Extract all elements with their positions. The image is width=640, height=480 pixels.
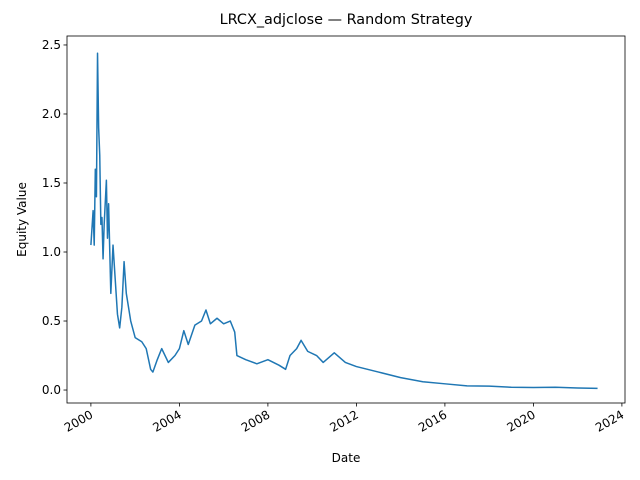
- x-tick-label: 2012: [327, 407, 360, 434]
- x-tick-label: 2008: [239, 407, 272, 434]
- x-tick-label: 2000: [62, 407, 95, 434]
- x-tick-label: 2016: [416, 407, 449, 434]
- x-tick-label: 2024: [593, 407, 626, 434]
- axes-frame: [66, 35, 626, 404]
- y-tick-label: 1.0: [42, 245, 61, 259]
- x-tick-label: 2020: [504, 407, 537, 434]
- y-tick-label: 0.5: [42, 314, 61, 328]
- x-axis-label: Date: [332, 451, 361, 465]
- y-tick-label: 2.5: [42, 38, 61, 52]
- equity-line: [90, 52, 598, 390]
- chart-title: LRCX_adjclose — Random Strategy: [220, 12, 473, 28]
- y-axis-label: Equity Value: [15, 182, 29, 257]
- x-tick-label: 2004: [150, 407, 183, 434]
- y-tick-label: 0.0: [42, 383, 61, 397]
- y-tick-label: 1.5: [42, 176, 61, 190]
- y-tick-label: 2.0: [42, 107, 61, 121]
